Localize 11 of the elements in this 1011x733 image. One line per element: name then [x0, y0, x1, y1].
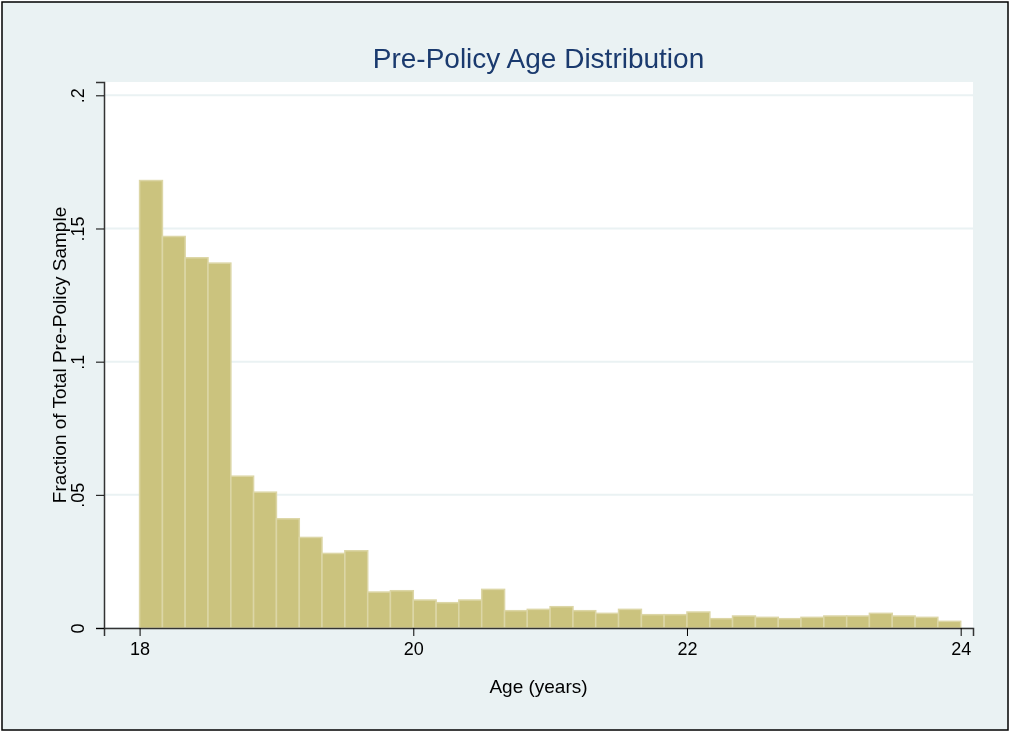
x-tick-label: 24	[951, 638, 972, 659]
y-axis-title: Fraction of Total Pre-Policy Sample	[49, 206, 70, 504]
x-tick-label: 22	[677, 638, 698, 659]
x-axis-title: Age (years)	[489, 676, 588, 697]
y-tick-label: .1	[68, 354, 88, 370]
y-tick-label: .05	[68, 482, 88, 508]
y-tick-label: 0	[68, 623, 88, 634]
x-tick-label: 18	[130, 638, 151, 659]
x-tick-label: 20	[403, 638, 424, 659]
chart-title: Pre-Policy Age Distribution	[372, 43, 705, 74]
y-tick-label: .2	[68, 88, 88, 104]
